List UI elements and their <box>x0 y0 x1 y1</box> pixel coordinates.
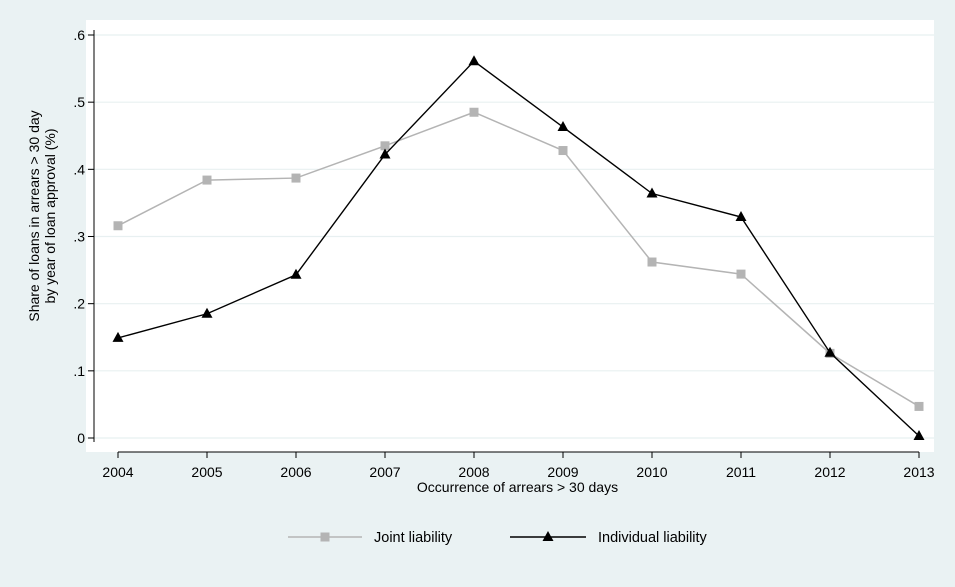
series-individual-liability <box>112 55 925 440</box>
y-tick-label: .4 <box>73 161 85 177</box>
data-point <box>112 331 124 342</box>
data-point <box>201 307 213 318</box>
x-tick-label: 2005 <box>191 464 222 480</box>
x-tick-label: 2008 <box>458 464 489 480</box>
y-tick-label: .2 <box>73 296 85 312</box>
x-tick-label: 2010 <box>636 464 667 480</box>
data-point <box>646 187 658 198</box>
x-tick-label: 2006 <box>280 464 311 480</box>
data-point <box>469 107 479 117</box>
y-axis-label-line-1: Share of loans in arrears > 30 day <box>26 110 42 321</box>
axis-layer: 0 .1 .2 .3 .4 .5 .6 2004 2005 2006 2007 2008 2009 201… <box>73 27 934 480</box>
legend-item: Joint liability <box>288 530 453 546</box>
series-line <box>117 60 920 437</box>
data-point <box>290 268 302 279</box>
y-tick-label: .5 <box>73 94 85 110</box>
legend-marker <box>542 531 554 541</box>
grid-layer <box>86 34 934 439</box>
data-point <box>379 148 391 159</box>
legend-label: Joint liability <box>374 530 453 546</box>
series-line <box>117 111 920 408</box>
y-tick-label: .1 <box>73 363 85 379</box>
data-point <box>291 173 301 183</box>
legend-label: Individual liability <box>598 530 708 546</box>
data-point <box>914 401 924 411</box>
x-tick-label: 2009 <box>547 464 578 480</box>
legend-item: Individual liability <box>510 530 708 546</box>
data-point <box>736 269 746 279</box>
data-point <box>113 221 123 231</box>
data-point <box>824 346 836 357</box>
legend-marker <box>320 532 330 542</box>
data-point <box>557 121 569 132</box>
y-axis-label-line-2: by year of loan approval (%) <box>42 128 58 303</box>
legend: Joint liability Individual liability <box>288 530 708 546</box>
x-tick-label: 2011 <box>726 464 756 480</box>
data-point <box>647 257 657 267</box>
x-axis-label: Occurrence of arrears > 30 days <box>417 479 618 495</box>
data-point <box>202 175 212 185</box>
data-point <box>380 141 390 151</box>
y-tick-label: 0 <box>77 430 85 446</box>
series-layer <box>112 55 925 440</box>
x-tick-label: 2004 <box>102 464 133 480</box>
data-point <box>913 429 925 440</box>
data-point <box>468 55 480 66</box>
x-tick-label: 2012 <box>814 464 845 480</box>
data-point <box>735 211 747 222</box>
x-tick-label: 2007 <box>369 464 400 480</box>
x-tick-label: 2013 <box>903 464 934 480</box>
data-point <box>558 146 568 156</box>
y-tick-label: .3 <box>73 229 85 245</box>
y-tick-label: .6 <box>73 27 85 43</box>
